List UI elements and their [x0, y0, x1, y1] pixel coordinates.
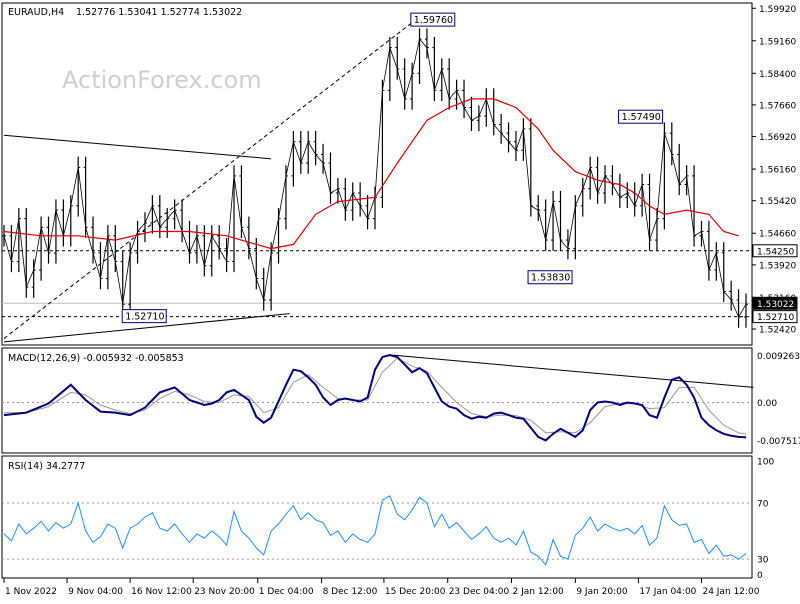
price-annotation-label: 1.59760 [414, 15, 453, 26]
trendline [3, 313, 290, 343]
y-tick-label: 1.58400 [759, 70, 796, 80]
trendline [3, 134, 272, 160]
price-tag [752, 296, 798, 310]
price-tag-label: 1.53022 [757, 300, 794, 310]
x-tick-label: 23 Nov 20:00 [194, 587, 255, 597]
macd-y-label: 0.009263 [757, 352, 800, 362]
macd-y-label: -0.007517 [757, 437, 800, 447]
price-annotation-label: 1.53830 [531, 273, 570, 284]
rsi-y-label: 0 [757, 571, 763, 581]
price-tag-label: 1.54250 [757, 247, 794, 257]
y-tick-label: 1.55420 [759, 197, 796, 207]
x-tick-label: 8 Dec 12:00 [323, 587, 378, 597]
x-tick-label: 16 Nov 12:00 [131, 587, 192, 597]
y-tick-label: 1.56160 [759, 166, 796, 176]
macd-pane [1, 347, 753, 454]
price-annotation-box [527, 270, 573, 285]
price-annotation-box [618, 109, 664, 124]
x-tick-label: 9 Nov 04:00 [68, 587, 123, 597]
price-annotation-label: 1.57490 [622, 112, 661, 123]
y-tick-label: 1.59160 [759, 37, 796, 47]
y-tick-label: 1.57660 [759, 101, 796, 111]
rsi-pane [1, 455, 753, 579]
y-tick-label: 1.52420 [759, 326, 796, 336]
x-tick-label: 2 Jan 12:00 [513, 587, 565, 597]
x-tick-label: 1 Dec 04:00 [259, 587, 314, 597]
x-tick-label: 1 Nov 2022 [5, 587, 57, 597]
rsi-line [3, 495, 747, 566]
macd-trendline [391, 354, 754, 388]
price-annotation-label: 1.52710 [125, 312, 164, 323]
x-tick-label: 15 Dec 20:00 [385, 587, 446, 597]
rsi-title: RSI(14) 34.2777 [8, 461, 85, 472]
price-tag [752, 310, 798, 324]
rsi-y-label: 70 [757, 499, 769, 509]
x-tick-label: 24 Jan 12:00 [702, 587, 759, 597]
y-tick-label: 1.59920 [759, 5, 796, 15]
rsi-y-label: 30 [757, 556, 769, 566]
watermark: ActionForex.com [62, 66, 262, 94]
ohlc-readout: 1.52776 1.53041 1.52774 1.53022 [76, 7, 242, 18]
price-annotation-box [410, 12, 456, 27]
price-tag [752, 244, 798, 258]
macd-line [3, 353, 747, 442]
price-tag-label: 1.52710 [757, 313, 794, 323]
x-tick-label: 9 Jan 20:00 [576, 587, 628, 597]
price-pane [1, 2, 753, 346]
symbol-label: EURAUD,H4 [8, 7, 64, 18]
moving-average-line [3, 98, 739, 250]
x-tick-label: 17 Jan 04:00 [639, 587, 696, 597]
y-tick-label: 1.54660 [759, 230, 796, 240]
rsi-y-label: 100 [757, 457, 774, 467]
y-tick-label: 1.56920 [759, 133, 796, 143]
x-tick-label: 23 Dec 04:00 [449, 587, 510, 597]
y-tick-label: 1.53920 [759, 261, 796, 271]
price-annotation-box [121, 309, 167, 324]
macd-y-label: 0.00 [757, 399, 777, 409]
macd-title: MACD(12,26,9) -0.005932 -0.005853 [8, 353, 184, 364]
